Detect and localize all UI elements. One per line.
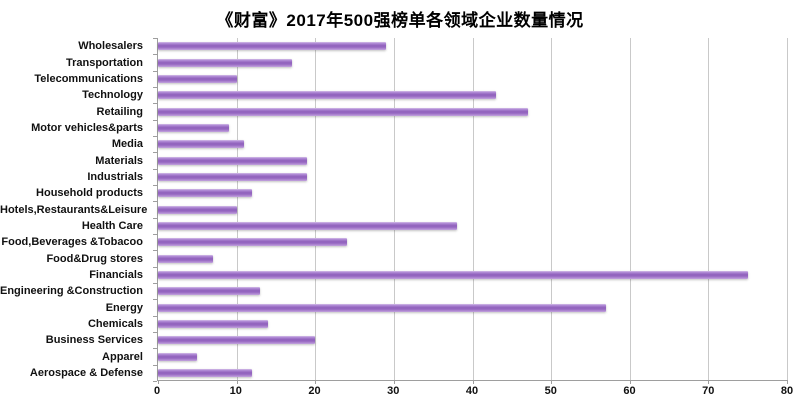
y-axis-tick [153,71,157,72]
y-axis-tick [153,218,157,219]
x-axis-tick [708,380,710,384]
bar-health-care [158,221,457,230]
bar-financials [158,270,748,279]
bar-apparel [158,352,198,361]
bar-business-services [158,336,316,345]
y-axis-tick [153,136,157,137]
x-axis-tick [315,380,317,384]
category-label: Chemicals [87,317,143,330]
category-label: Food,Beverages &Tobacoo [1,236,143,249]
bar-household-products [158,189,253,198]
category-label: Telecommunications [34,72,143,85]
x-axis-tick [393,380,395,384]
bar-transportation [158,58,292,67]
y-axis-tick [153,185,157,186]
category-label: Wholesalers [78,40,143,53]
x-axis-label-0: 0 [153,385,161,397]
x-axis-label-40: 40 [465,385,479,397]
gridline-x-40 [472,38,474,380]
x-axis-tick [158,380,159,384]
bar-engineering-construction [158,287,261,296]
x-axis-tick [236,380,238,384]
x-axis-labels: 0 10 20 30 40 50 60 70 80 [153,385,793,401]
x-axis-label-30: 30 [387,385,400,397]
gridline-x-10 [236,38,238,380]
x-axis-label-60: 60 [623,385,636,397]
x-axis-tick [472,380,474,384]
category-label: Technology [82,89,143,102]
gridline-x-60 [629,38,631,380]
bar-food-drug-stores [158,254,214,263]
y-axis-tick [153,299,157,300]
gridline-x-80 [787,38,788,380]
gridline-x-30 [393,38,395,380]
gridline-x-50 [551,38,553,380]
bar-energy [158,303,607,312]
x-axis-label-50: 50 [544,385,557,397]
category-label: Transportation [65,56,143,69]
y-axis-tick [153,234,157,235]
category-label: Business Services [45,334,143,347]
bar-motor-vehicles-parts [158,123,229,132]
x-axis-tick [629,380,631,384]
x-axis-label-20: 20 [308,385,321,397]
bar-technology [158,91,497,100]
gridline-x-70 [708,38,710,380]
bar-chemicals [158,319,269,328]
category-label: Household products [36,187,143,200]
y-axis-tick [153,316,157,317]
category-label: Media [111,138,143,151]
y-axis-tick [153,120,157,121]
bar-media [158,140,245,149]
category-label: Industrials [87,170,143,183]
category-label: Hotels,Restaurants&Leisure [0,203,148,216]
bar-materials [158,156,308,165]
x-axis-tick [787,380,788,384]
category-label: Materials [95,154,143,167]
y-axis-tick [153,103,157,104]
y-axis-tick [153,283,157,284]
y-axis-tick [153,38,157,39]
y-axis-tick [153,332,157,333]
category-axis-labels: Wholesalers Transportation Telecommunicati… [0,38,150,381]
gridline-x-20 [315,38,317,380]
plot-area [153,38,788,384]
category-label: Health Care [81,219,143,232]
y-axis-tick [153,201,157,202]
category-label: Apparel [102,350,143,363]
bar-telecommunications [158,74,237,83]
category-label: Energy [105,301,143,314]
y-axis-tick [153,267,157,268]
y-axis-tick [153,169,157,170]
x-axis-label-70: 70 [702,385,715,397]
bar-industrials [158,172,308,181]
y-axis-tick [153,365,157,366]
y-axis-tick [153,348,157,349]
y-axis-tick [153,250,157,251]
x-axis-label-10: 10 [229,385,242,397]
y-axis-tick [153,152,157,153]
y-axis-tick [153,87,157,88]
x-axis-tick [551,380,553,384]
bar-hotels-restaurants-leisure [158,205,237,214]
bar-food-beverages-tobacoo [158,238,347,247]
y-axis-tick [153,381,157,382]
x-axis-label-80: 80 [780,385,794,397]
category-label: Financials [89,268,143,281]
bar-retailing [158,107,528,116]
y-axis-tick [153,54,157,55]
bar-aerospace-defense [158,368,253,377]
bar-wholesalers [158,42,386,51]
chart-title: 《财富》2017年500强榜单各领域企业数量情况 [216,11,584,30]
category-label: Retailing [96,105,143,118]
category-label: Food&Drug stores [46,252,143,265]
category-label: Engineering &Construction [0,285,143,298]
category-label: Motor vehicles&parts [31,121,143,134]
category-label: Aerospace & Defense [29,366,143,379]
